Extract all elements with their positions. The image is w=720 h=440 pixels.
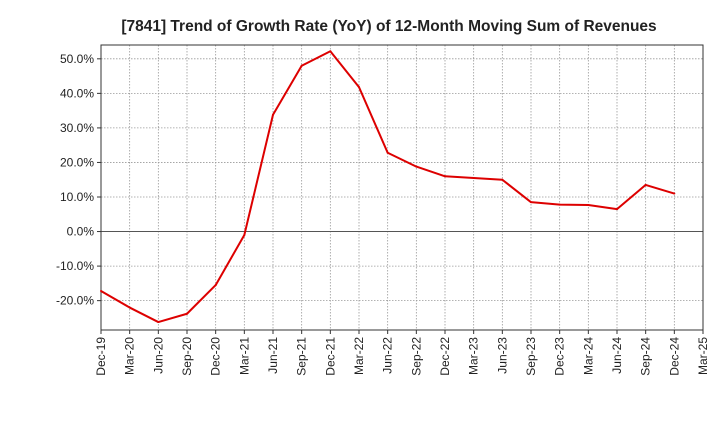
data-point <box>100 289 102 292</box>
x-tick-label: Dec-24 <box>667 337 681 376</box>
y-tick-label: 20.0% <box>60 155 94 169</box>
x-tick-label: Dec-19 <box>94 337 108 376</box>
chart-title: [7841] Trend of Growth Rate (YoY) of 12-… <box>121 18 656 35</box>
y-tick-label: 50.0% <box>60 52 94 66</box>
axes <box>100 44 704 331</box>
data-point <box>243 234 246 236</box>
grid-lines <box>101 45 703 330</box>
y-tick-label: -20.0% <box>56 294 94 308</box>
data-point <box>272 113 274 116</box>
data-point <box>444 175 446 178</box>
x-tick-labels: Dec-19 Mar-20 Jun-20 Sep-20 Dec-20 Mar-21 Jun-… <box>94 330 710 376</box>
data-point <box>472 177 475 179</box>
data-point <box>587 203 590 206</box>
series-layer <box>100 50 676 324</box>
y-tick-label: -10.0% <box>56 259 94 273</box>
y-tick-label: 30.0% <box>60 121 94 135</box>
x-tick-label: Jun-21 <box>266 337 280 374</box>
x-tick-label: Dec-22 <box>438 337 452 376</box>
data-point <box>157 321 160 324</box>
x-tick-label: Mar-23 <box>467 337 481 375</box>
data-point <box>214 284 217 287</box>
data-point <box>300 64 303 67</box>
data-point <box>329 50 332 53</box>
x-tick-label: Mar-22 <box>352 337 366 375</box>
x-tick-label: Mar-20 <box>123 337 137 375</box>
data-point <box>558 203 561 206</box>
x-tick-label: Mar-24 <box>581 337 595 375</box>
y-tick-label: 0.0% <box>67 225 95 239</box>
data-point <box>128 306 131 309</box>
x-tick-label: Sep-21 <box>295 337 309 376</box>
data-point <box>644 183 647 186</box>
x-tick-label: Jun-20 <box>151 337 165 374</box>
x-tick-label: Jun-24 <box>610 337 624 374</box>
data-point <box>673 192 676 195</box>
x-tick-label: Sep-22 <box>409 337 423 376</box>
x-tick-label: Dec-20 <box>209 337 223 376</box>
y-tick-labels: -20.0% -10.0% 0.0% 10.0% 20.0% 30.0% 40.0% 50.0… <box>56 52 101 308</box>
plot-frame <box>100 44 704 331</box>
data-point <box>616 208 618 211</box>
x-tick-label: Dec-23 <box>553 337 567 376</box>
y-tick-label: 40.0% <box>60 86 94 100</box>
x-tick-label: Mar-25 <box>696 337 710 375</box>
x-tick-label: Sep-23 <box>524 337 538 376</box>
data-point <box>358 86 360 89</box>
data-point <box>186 312 188 315</box>
x-tick-label: Mar-21 <box>237 337 251 375</box>
data-point <box>415 165 418 168</box>
x-tick-label: Jun-22 <box>381 337 395 374</box>
x-tick-label: Dec-21 <box>323 337 337 376</box>
data-point <box>530 201 532 204</box>
data-point <box>386 151 389 154</box>
data-point <box>501 178 504 181</box>
x-tick-label: Sep-20 <box>180 337 194 376</box>
y-tick-label: 10.0% <box>60 190 94 204</box>
x-tick-label: Jun-23 <box>495 337 509 374</box>
x-tick-label: Sep-24 <box>639 337 653 376</box>
